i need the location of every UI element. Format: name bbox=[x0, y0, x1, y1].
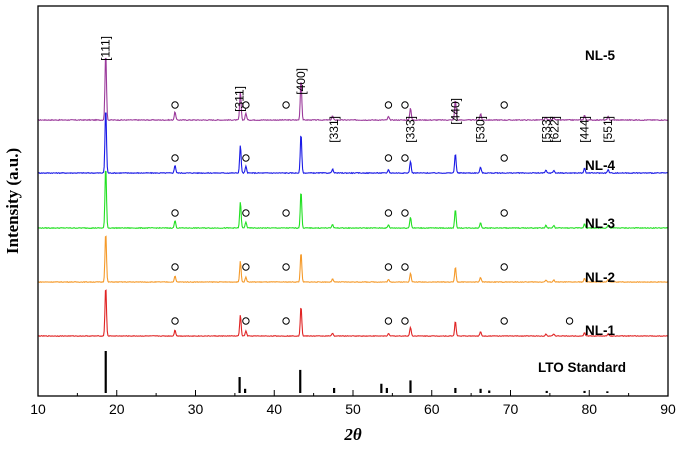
x-tick-label: 30 bbox=[188, 401, 204, 417]
x-tick-label: 90 bbox=[660, 401, 676, 417]
impurity-marker bbox=[500, 209, 508, 217]
impurity-marker bbox=[500, 154, 508, 162]
impurity-marker bbox=[242, 317, 250, 325]
impurity-marker bbox=[171, 209, 179, 217]
x-tick-label: 40 bbox=[266, 401, 282, 417]
impurity-marker bbox=[401, 154, 409, 162]
series-label-nl-2: NL-2 bbox=[585, 270, 615, 285]
impurity-marker bbox=[171, 263, 179, 271]
impurity-marker bbox=[384, 317, 393, 325]
impurity-marker bbox=[171, 154, 179, 162]
x-tick-label: 20 bbox=[109, 401, 125, 417]
hkl-label: [444] bbox=[578, 116, 592, 143]
x-tick-label: 10 bbox=[30, 401, 46, 417]
impurity-marker bbox=[282, 101, 290, 109]
hkl-label: [111] bbox=[99, 36, 113, 61]
impurity-marker bbox=[282, 317, 290, 325]
hkl-label: [533] bbox=[540, 116, 554, 143]
series-line-nl-1 bbox=[37, 289, 669, 337]
hkl-label: [622] bbox=[548, 116, 562, 143]
impurity-marker bbox=[282, 263, 290, 271]
impurity-marker bbox=[242, 101, 250, 109]
impurity-marker bbox=[384, 209, 393, 217]
impurity-marker bbox=[401, 263, 409, 271]
hkl-label: [331] bbox=[327, 116, 341, 143]
impurity-marker bbox=[242, 263, 250, 271]
hkl-label: [551] bbox=[601, 116, 615, 143]
series-line-nl-3 bbox=[37, 170, 669, 230]
impurity-marker bbox=[500, 263, 508, 271]
series-line-nl-2 bbox=[37, 235, 669, 284]
impurity-marker bbox=[384, 154, 393, 162]
hkl-label: [530] bbox=[474, 116, 488, 143]
series-label-nl-3: NL-3 bbox=[585, 216, 615, 231]
series-line-nl-5 bbox=[37, 57, 669, 122]
y-axis-title: Intensity (a.u.) bbox=[3, 148, 22, 254]
series-label-nl-4: NL-4 bbox=[585, 158, 615, 173]
impurity-marker bbox=[401, 209, 409, 217]
x-tick-label: 80 bbox=[581, 401, 597, 417]
hkl-label: [440] bbox=[448, 98, 462, 125]
hkl-label: [400] bbox=[294, 68, 308, 95]
series-label-nl-1: NL-1 bbox=[585, 323, 615, 338]
series-line-nl-4 bbox=[37, 112, 669, 175]
standard-label: LTO Standard bbox=[538, 360, 626, 375]
impurity-marker bbox=[401, 317, 409, 325]
impurity-marker bbox=[384, 101, 393, 109]
impurity-marker bbox=[171, 101, 179, 109]
impurity-marker bbox=[500, 101, 508, 109]
hkl-label: [333] bbox=[404, 116, 418, 143]
x-axis-title: 2θ bbox=[343, 425, 362, 444]
x-tick-label: 60 bbox=[424, 401, 440, 417]
hkl-label: [311] bbox=[233, 86, 247, 112]
impurity-marker bbox=[565, 317, 574, 325]
impurity-marker bbox=[171, 317, 179, 325]
impurity-marker bbox=[500, 317, 508, 325]
plot-frame bbox=[37, 5, 669, 397]
impurity-marker bbox=[242, 154, 250, 162]
x-tick-label: 70 bbox=[503, 401, 519, 417]
impurity-marker bbox=[401, 101, 409, 109]
impurity-marker bbox=[282, 209, 290, 217]
impurity-marker bbox=[242, 209, 250, 217]
x-tick-label: 50 bbox=[345, 401, 361, 417]
series-label-nl-5: NL-5 bbox=[585, 48, 615, 63]
impurity-marker bbox=[384, 263, 393, 271]
